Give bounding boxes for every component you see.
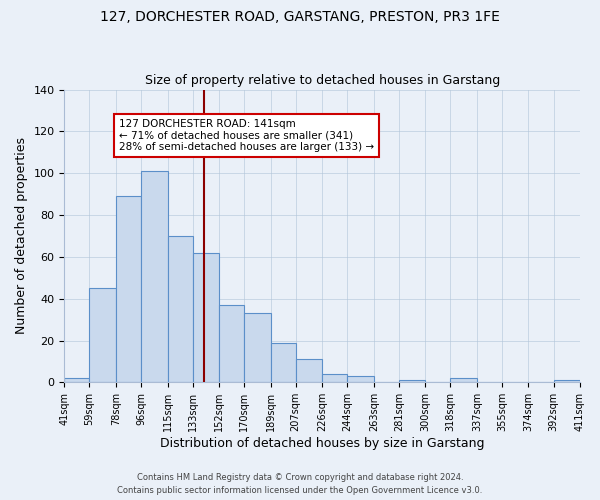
Text: 127, DORCHESTER ROAD, GARSTANG, PRESTON, PR3 1FE: 127, DORCHESTER ROAD, GARSTANG, PRESTON,… [100, 10, 500, 24]
Bar [271, 342, 296, 382]
Bar [89, 288, 116, 382]
X-axis label: Distribution of detached houses by size in Garstang: Distribution of detached houses by size … [160, 437, 484, 450]
Bar [451, 378, 477, 382]
Bar [219, 305, 244, 382]
Y-axis label: Number of detached properties: Number of detached properties [15, 138, 28, 334]
Bar [141, 171, 167, 382]
Bar [193, 252, 219, 382]
Bar [554, 380, 580, 382]
Text: Contains HM Land Registry data © Crown copyright and database right 2024.
Contai: Contains HM Land Registry data © Crown c… [118, 474, 482, 495]
Bar [296, 360, 322, 382]
Title: Size of property relative to detached houses in Garstang: Size of property relative to detached ho… [145, 74, 500, 87]
Bar [399, 380, 425, 382]
Bar [167, 236, 193, 382]
Bar [347, 376, 374, 382]
Bar [244, 314, 271, 382]
Bar [64, 378, 89, 382]
Text: 127 DORCHESTER ROAD: 141sqm
← 71% of detached houses are smaller (341)
28% of se: 127 DORCHESTER ROAD: 141sqm ← 71% of det… [119, 119, 374, 152]
Bar [322, 374, 347, 382]
Bar [116, 196, 141, 382]
